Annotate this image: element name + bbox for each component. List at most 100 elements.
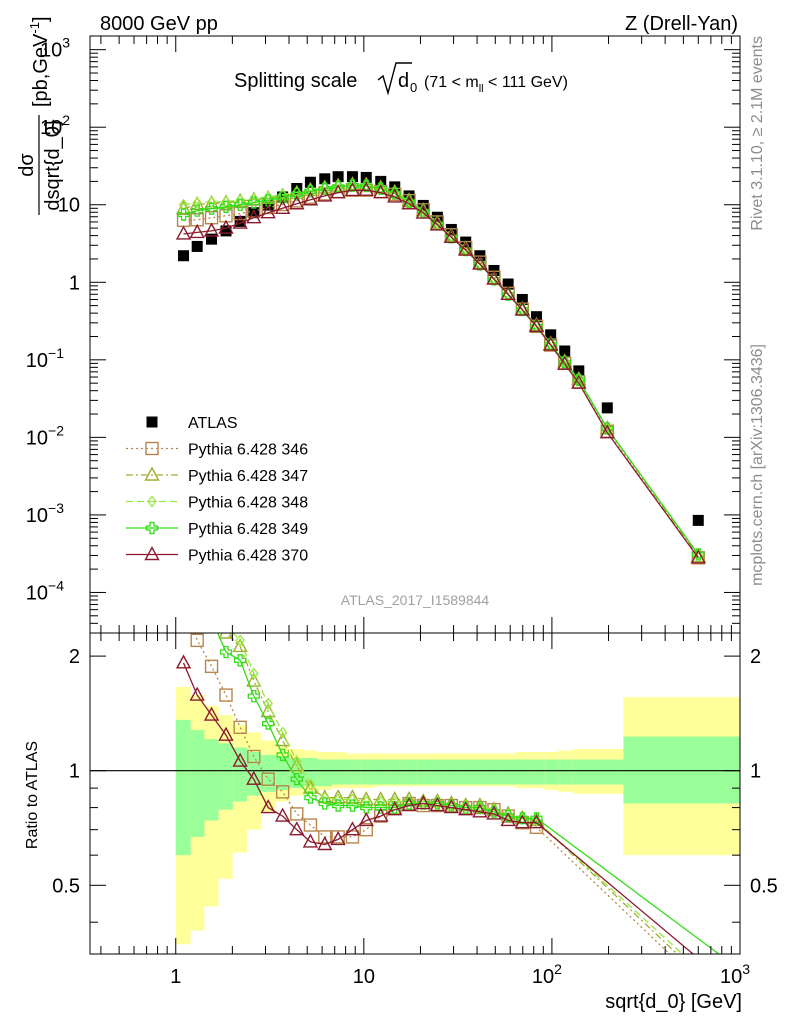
data-point [599, 424, 615, 439]
data-point [317, 187, 333, 202]
data-point [543, 336, 559, 351]
data-point [248, 207, 260, 219]
stat-uncertainty-band [473, 759, 488, 785]
ratio-point [302, 833, 319, 848]
stat-uncertainty-band [388, 759, 403, 785]
header-right: Z (Drell-Yan) [625, 13, 738, 35]
data-point [472, 255, 488, 270]
legend-label: Pythia 6.428 347 [188, 468, 308, 485]
title-cut-sub: ll [479, 83, 484, 95]
data-point [501, 288, 515, 301]
ratio-point [235, 634, 245, 647]
ratio-point [303, 818, 318, 832]
data-point [443, 228, 460, 244]
ratio-point [304, 791, 317, 804]
ylabel-num: dσ [16, 153, 38, 177]
ylabel-den: dsqrt{d_0} [42, 119, 64, 211]
y-tick-label: 1 [69, 272, 80, 294]
ratio-point [473, 801, 487, 814]
ratio-point [318, 830, 332, 844]
data-point [203, 222, 220, 237]
data-point [175, 200, 192, 215]
ratio-point [247, 749, 261, 764]
stat-uncertainty-band [530, 759, 545, 785]
ylabel-unit-text: [pb,GeV [30, 33, 52, 107]
legend-marker [147, 495, 157, 508]
data-point [429, 216, 446, 231]
y-tick-label: 10 [58, 195, 80, 217]
legend-entry: Pythia 6.428 349 [126, 521, 308, 538]
ratio-point [429, 793, 446, 808]
stat-uncertainty-band [204, 739, 219, 821]
ratio-x-ticks: 1 10 102 103 [100, 633, 750, 988]
stat-uncertainty-band [175, 719, 191, 856]
ratio-y-label: Ratio to ATLAS [24, 741, 41, 849]
ratio-point [429, 797, 446, 812]
data-point [175, 225, 192, 240]
ratio-point [401, 791, 417, 806]
ratio-point [346, 799, 359, 812]
ratio-point [305, 778, 316, 791]
ratio-clipped [175, 633, 720, 954]
ratio-point [443, 795, 460, 810]
ratio-point [359, 822, 373, 837]
data-point [318, 182, 331, 195]
ratio-point [345, 830, 360, 844]
data-point [289, 195, 305, 210]
data-point [191, 204, 204, 217]
ratio-y-tick-label-right: 0.5 [750, 875, 778, 897]
data-point [332, 171, 344, 183]
ratio-point [260, 799, 276, 814]
data-point [233, 206, 247, 221]
ratio-point [415, 795, 431, 810]
legend-marker [146, 416, 158, 428]
y-tick-label: 103 [40, 35, 70, 62]
ratio-point [263, 697, 274, 710]
data-point [177, 208, 190, 221]
data-point [601, 422, 614, 435]
stat-uncertainty-band [515, 759, 531, 785]
ratio-point [331, 830, 345, 844]
ratio-point [319, 791, 330, 804]
legend-entry: ATLAS [146, 415, 238, 432]
data-point [473, 258, 487, 271]
x-tick-label: 102 [532, 961, 562, 988]
x-tick-label: 1 [170, 966, 181, 988]
ratio-point [344, 789, 361, 804]
stat-uncertainty-band [275, 756, 290, 790]
ratio-point [289, 757, 305, 772]
header-left: 8000 GeV pp [100, 13, 218, 35]
ratio-point [218, 633, 234, 639]
ratio-point [246, 770, 262, 785]
data-point [234, 198, 247, 211]
ratio-point [418, 795, 429, 808]
legend: ATLAS Pythia 6.428 346 Pythia 6.428 347 Pyt… [126, 415, 308, 565]
y-tick-label: 10−1 [26, 345, 64, 372]
ratio-point [277, 726, 288, 739]
data-point [189, 223, 205, 239]
ratio-frame [89, 632, 741, 955]
ratio-point [500, 812, 516, 827]
legend-label: ATLAS [188, 415, 238, 432]
main-frame [89, 35, 741, 634]
data-point [218, 219, 234, 234]
ratio-point [317, 836, 333, 851]
ratio-point [290, 773, 303, 786]
data-point [557, 355, 573, 370]
ratio-y-tick-label: 1 [69, 761, 80, 783]
ratio-point [289, 821, 305, 836]
stat-uncertainty-band [572, 759, 624, 785]
data-point [387, 188, 403, 203]
ratio-point [443, 799, 460, 814]
data-point [305, 183, 316, 196]
ratio-point [503, 807, 513, 820]
ratio-y-ticks: 0.5 0.5 1 1 2 2 [52, 646, 778, 923]
ratio-point [401, 797, 417, 812]
ratio-point [219, 688, 233, 702]
ratio-point [218, 726, 234, 741]
legend-marker [144, 466, 160, 481]
ratio-point [387, 791, 403, 806]
data-point [346, 179, 359, 192]
ratio-point [404, 795, 414, 808]
